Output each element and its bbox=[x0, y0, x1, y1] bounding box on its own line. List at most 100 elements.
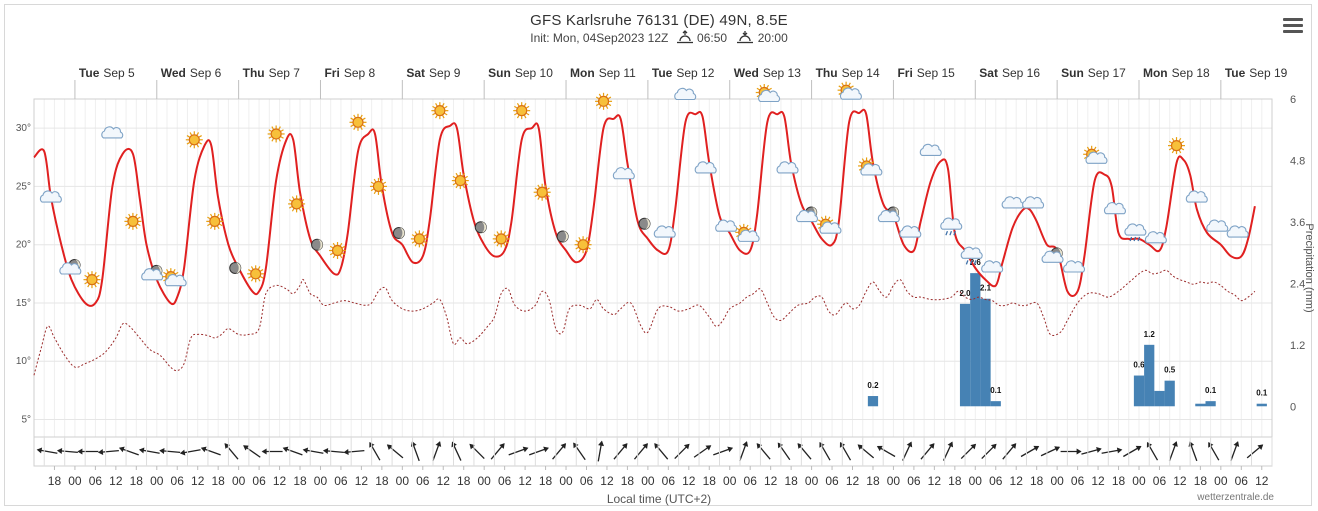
day-label: Sun Sep 17 bbox=[1061, 66, 1126, 80]
wind-arrow-icon bbox=[282, 446, 303, 456]
sun-ray bbox=[271, 138, 274, 142]
sun-ray bbox=[288, 199, 293, 202]
sun-disc bbox=[86, 274, 98, 286]
sun-ray bbox=[421, 243, 425, 247]
day-label: Sun Sep 10 bbox=[488, 66, 553, 80]
wind-row bbox=[36, 437, 1273, 466]
cloud-shape bbox=[1124, 223, 1147, 236]
wind-arrow-head bbox=[857, 444, 864, 450]
sun-icon bbox=[451, 172, 469, 190]
sun-disc bbox=[434, 105, 446, 117]
chart-menu-button[interactable] bbox=[1283, 18, 1303, 36]
day-label-weekday: Thu bbox=[243, 66, 265, 80]
sun-ray bbox=[341, 245, 346, 249]
wind-arrow-icon bbox=[597, 440, 604, 462]
moon-light bbox=[398, 227, 405, 239]
wind-arrow-head bbox=[435, 441, 442, 447]
sun-ray bbox=[291, 208, 295, 212]
wind-arrow-head bbox=[1146, 441, 1153, 448]
y2-tick-label: 0 bbox=[1290, 401, 1296, 413]
moon-icon bbox=[392, 227, 405, 240]
day-label-date: Sep 16 bbox=[1002, 66, 1040, 80]
wind-arrow-icon bbox=[1040, 446, 1061, 457]
wind-arrow-head bbox=[573, 442, 579, 449]
sun-ray bbox=[546, 194, 550, 198]
sun-ray bbox=[1083, 149, 1088, 153]
sun-ray bbox=[298, 208, 302, 212]
sun-ray bbox=[373, 178, 377, 182]
wind-arrow-icon bbox=[1246, 444, 1264, 459]
sun-ray bbox=[268, 129, 272, 132]
sun-icon bbox=[492, 230, 510, 248]
sunrise-icon bbox=[676, 30, 693, 44]
sun-disc bbox=[577, 239, 589, 251]
sun-ray bbox=[578, 249, 581, 253]
sun-ray bbox=[186, 142, 190, 145]
sun-ray bbox=[186, 135, 190, 138]
wind-arrow-head bbox=[499, 443, 505, 449]
sun-ray bbox=[216, 225, 220, 230]
hour-tick-label: 18 bbox=[703, 474, 717, 488]
precip-bar bbox=[980, 298, 991, 407]
wind-arrow-icon bbox=[138, 447, 160, 454]
sun-ray bbox=[209, 225, 213, 230]
rain-drop bbox=[1129, 236, 1133, 242]
sun-icon bbox=[369, 177, 387, 195]
wind-arrow-head bbox=[1135, 445, 1142, 452]
wind-arrow-head bbox=[621, 443, 628, 449]
precip-bar bbox=[1195, 403, 1206, 407]
moon-icon bbox=[638, 217, 651, 230]
sun-ray bbox=[523, 102, 527, 107]
sun-icon bbox=[349, 113, 367, 131]
rain-drop bbox=[949, 230, 953, 236]
day-label-date: Sep 5 bbox=[103, 66, 135, 80]
wind-arrow-head bbox=[598, 440, 604, 447]
y-tick-label: 5° bbox=[21, 415, 31, 426]
sun-ray bbox=[493, 234, 497, 237]
hour-tick-label: 00 bbox=[887, 474, 901, 488]
wind-arrow-icon bbox=[261, 448, 283, 455]
cloud-shape bbox=[796, 209, 819, 223]
sun-ray bbox=[534, 187, 538, 191]
day-label-date: Sep 18 bbox=[1172, 66, 1210, 80]
moon-light bbox=[235, 262, 241, 274]
hour-tick-label: 06 bbox=[907, 474, 921, 488]
cloud-shape bbox=[877, 209, 900, 223]
sun-ray bbox=[748, 227, 752, 231]
wind-arrow-head bbox=[451, 441, 457, 448]
sun-ray bbox=[595, 103, 600, 107]
sun-ray bbox=[421, 231, 425, 235]
precip-label: 0.1 bbox=[1205, 386, 1217, 395]
hour-tick-label: 12 bbox=[682, 474, 696, 488]
wind-arrow-icon bbox=[633, 443, 648, 460]
x-axis-title: Local time (UTC+2) bbox=[606, 492, 712, 506]
sun-ray bbox=[546, 187, 550, 191]
day-label-date: Sep 7 bbox=[269, 66, 301, 80]
sun-icon bbox=[288, 195, 306, 213]
rain-icon bbox=[1124, 223, 1147, 242]
sun-ray bbox=[382, 181, 387, 185]
wind-arrow-head bbox=[876, 445, 883, 452]
sun-ray bbox=[257, 278, 261, 282]
sun-ray bbox=[435, 102, 438, 107]
moon-icon bbox=[556, 230, 569, 243]
wind-arrow-head bbox=[97, 449, 104, 456]
wind-arrow-icon bbox=[819, 441, 831, 461]
day-label-date: Sep 9 bbox=[429, 66, 461, 80]
sun-disc bbox=[413, 233, 425, 245]
sun-ray bbox=[435, 115, 438, 119]
sun-ray bbox=[248, 276, 252, 279]
wind-arrow-head bbox=[243, 445, 249, 451]
sun-ray bbox=[362, 117, 366, 121]
cloud-icon bbox=[653, 225, 676, 238]
wind-arrow-icon bbox=[200, 446, 221, 456]
moon-icon bbox=[474, 221, 487, 234]
hour-tick-label: 18 bbox=[130, 474, 144, 488]
wind-arrow-icon bbox=[674, 443, 690, 460]
wind-arrow-icon bbox=[1101, 447, 1123, 454]
wind-arrow-head bbox=[56, 447, 63, 454]
sun-ray bbox=[830, 219, 834, 222]
sun-ray bbox=[516, 115, 520, 119]
sun-ray bbox=[587, 246, 591, 250]
precip-bar bbox=[970, 273, 981, 407]
